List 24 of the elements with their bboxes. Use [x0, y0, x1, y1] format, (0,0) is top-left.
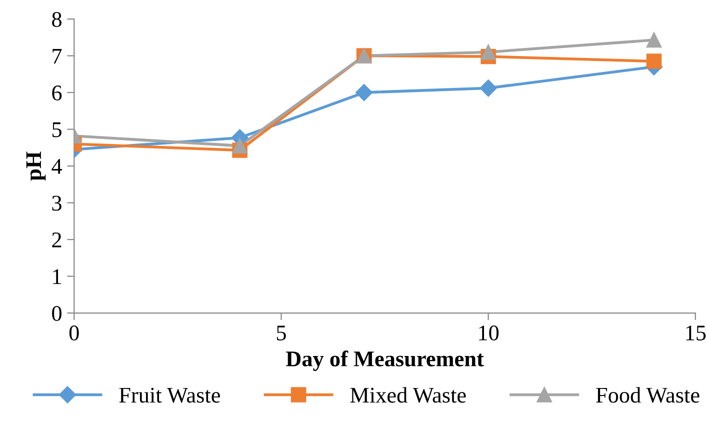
point — [356, 84, 373, 102]
y-tick-label: 2 — [52, 232, 62, 248]
point — [646, 32, 662, 48]
y-tick-label: 4 — [52, 159, 62, 174]
point — [646, 54, 662, 69]
y-tick-label: 5 — [52, 122, 62, 138]
point — [480, 80, 497, 97]
y-tick-label: 8 — [52, 12, 62, 27]
legend-label: Mixed Waste — [350, 387, 466, 403]
y-tick-label: 7 — [52, 48, 62, 64]
x-axis-title: Day of Measurement — [286, 350, 484, 371]
x-tick-label: 0 — [69, 325, 79, 340]
legend-label: Food Waste — [596, 387, 700, 403]
legend-label: Fruit Waste — [119, 388, 220, 403]
y-tick-label: 1 — [53, 269, 61, 284]
x-tick-label: 10 — [479, 325, 499, 340]
y-tick-label: 6 — [52, 86, 62, 100]
y-axis-title: pH — [26, 152, 46, 181]
y-tick-label: 0 — [52, 306, 62, 321]
x-tick-label: 5 — [276, 326, 286, 340]
y-tick-label: 3 — [52, 196, 62, 211]
x-tick-label: 15 — [686, 326, 706, 340]
point — [480, 44, 496, 60]
point — [232, 138, 248, 154]
